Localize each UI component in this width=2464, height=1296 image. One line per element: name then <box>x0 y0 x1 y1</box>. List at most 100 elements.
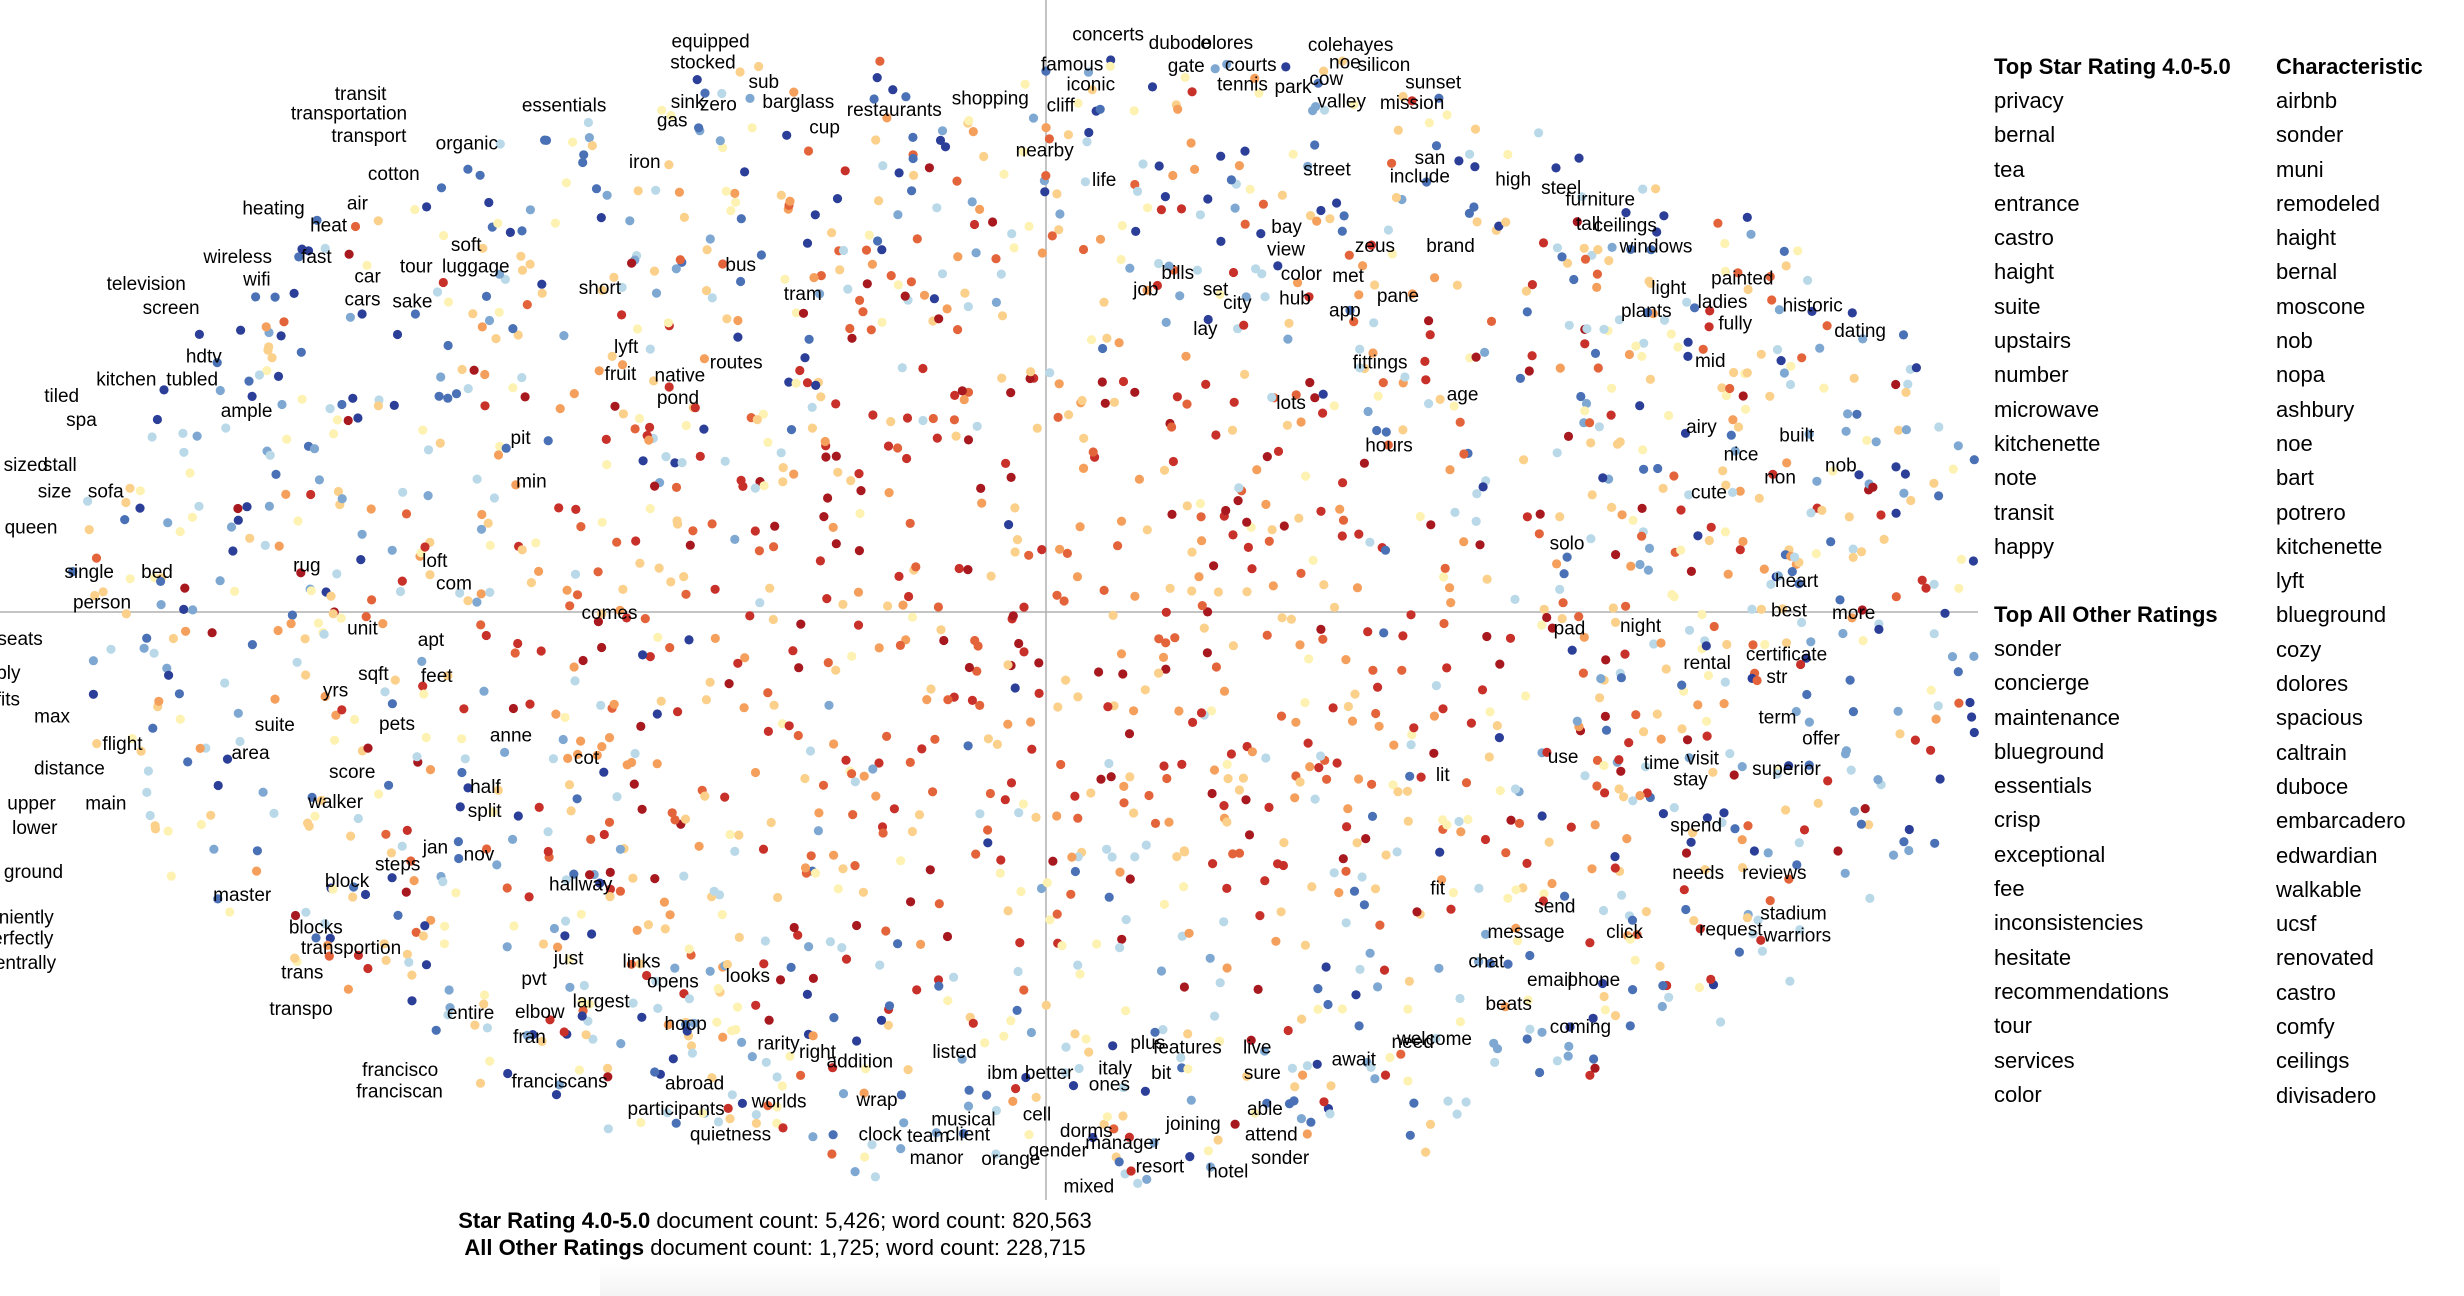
term-point <box>578 157 588 168</box>
term-point <box>1645 374 1655 384</box>
term-point <box>1398 425 1408 435</box>
term-point <box>1614 755 1624 765</box>
term-point <box>850 861 860 871</box>
term-label: cot <box>574 748 600 769</box>
term-point <box>1355 344 1365 354</box>
term-point <box>1738 391 1748 401</box>
term-point <box>1094 667 1104 677</box>
term-point <box>840 166 850 176</box>
term-point <box>476 524 487 534</box>
term-point <box>106 644 116 654</box>
term-point <box>564 780 575 790</box>
term-point <box>207 628 217 638</box>
term-point <box>934 314 944 324</box>
term-point <box>838 1089 849 1099</box>
term-point <box>1854 470 1864 480</box>
term-point <box>307 792 317 803</box>
term-label: fits <box>0 690 20 711</box>
term-point <box>671 482 682 492</box>
term-label: comfortably <box>0 663 21 684</box>
term-point <box>1267 392 1277 402</box>
term-point <box>1125 263 1135 273</box>
term-point <box>554 1080 564 1090</box>
term-point <box>1523 995 1533 1005</box>
term-point <box>1337 1004 1347 1014</box>
term-point <box>526 578 537 588</box>
term-point <box>1527 351 1537 361</box>
term-point <box>1004 520 1014 530</box>
term-point <box>271 469 281 479</box>
term-point <box>439 939 449 949</box>
term-point <box>1709 621 1719 632</box>
term-point <box>1593 245 1603 255</box>
term-point <box>979 151 989 162</box>
term-point <box>1316 205 1326 216</box>
term-point <box>1373 391 1383 401</box>
term-point <box>1083 67 1094 77</box>
term-point <box>604 733 615 743</box>
term-point <box>1686 837 1696 847</box>
term-label: non <box>1764 468 1796 489</box>
term-point <box>875 56 885 66</box>
term-point <box>1363 406 1373 417</box>
term-point <box>886 417 896 427</box>
term-label: offer <box>1802 728 1840 749</box>
term-point <box>579 980 589 991</box>
term-point <box>1283 334 1293 344</box>
term-point <box>1070 791 1080 801</box>
term-label: ladies <box>1698 292 1748 313</box>
term-point <box>1294 513 1304 523</box>
term-point <box>1431 141 1442 151</box>
term-point <box>725 829 735 840</box>
term-point <box>1240 146 1250 156</box>
term-point <box>480 369 490 380</box>
term-label: listed <box>932 1042 976 1063</box>
term-point <box>1387 249 1397 259</box>
term-point <box>454 853 464 864</box>
term-point <box>398 487 408 497</box>
term-point <box>1102 844 1112 854</box>
term-point <box>814 808 824 818</box>
term-point <box>509 921 519 931</box>
term-point <box>1452 280 1462 290</box>
term-point <box>565 601 575 611</box>
term-point <box>1593 363 1603 373</box>
term-point <box>290 953 300 963</box>
term-point <box>1106 772 1116 782</box>
term-label: light <box>1651 278 1687 299</box>
term-point <box>1737 835 1747 845</box>
term-point <box>837 943 847 953</box>
term-point <box>699 424 709 434</box>
term-point <box>1646 245 1656 255</box>
term-point <box>599 829 609 840</box>
term-point <box>1594 422 1604 432</box>
term-point <box>1823 776 1833 786</box>
term-point <box>1560 891 1570 901</box>
term-point <box>1370 884 1381 894</box>
term-point <box>649 376 659 386</box>
term-point <box>316 795 327 805</box>
term-point <box>1466 718 1476 728</box>
term-point <box>763 726 774 737</box>
term-point <box>576 736 586 746</box>
term-point <box>1296 1114 1306 1124</box>
term-point <box>628 873 638 883</box>
term-label: str <box>1766 667 1788 688</box>
term-point <box>1786 361 1796 371</box>
term-point <box>1041 1000 1051 1010</box>
term-point <box>1092 939 1102 949</box>
term-point <box>1241 292 1251 302</box>
term-point <box>1289 1096 1299 1106</box>
term-point <box>645 652 655 662</box>
term-point <box>127 733 137 744</box>
top-other-item: essentials <box>1994 773 2092 799</box>
term-label: high <box>1495 169 1531 190</box>
term-point <box>1926 745 1936 755</box>
term-point <box>260 540 270 551</box>
term-point <box>1431 1033 1441 1044</box>
term-point <box>858 887 869 897</box>
term-point <box>967 695 978 706</box>
top-other-panel: Top All Other Ratings sonder concierge mai… <box>1994 598 2218 1112</box>
term-point <box>1720 266 1730 276</box>
term-point <box>808 973 819 984</box>
